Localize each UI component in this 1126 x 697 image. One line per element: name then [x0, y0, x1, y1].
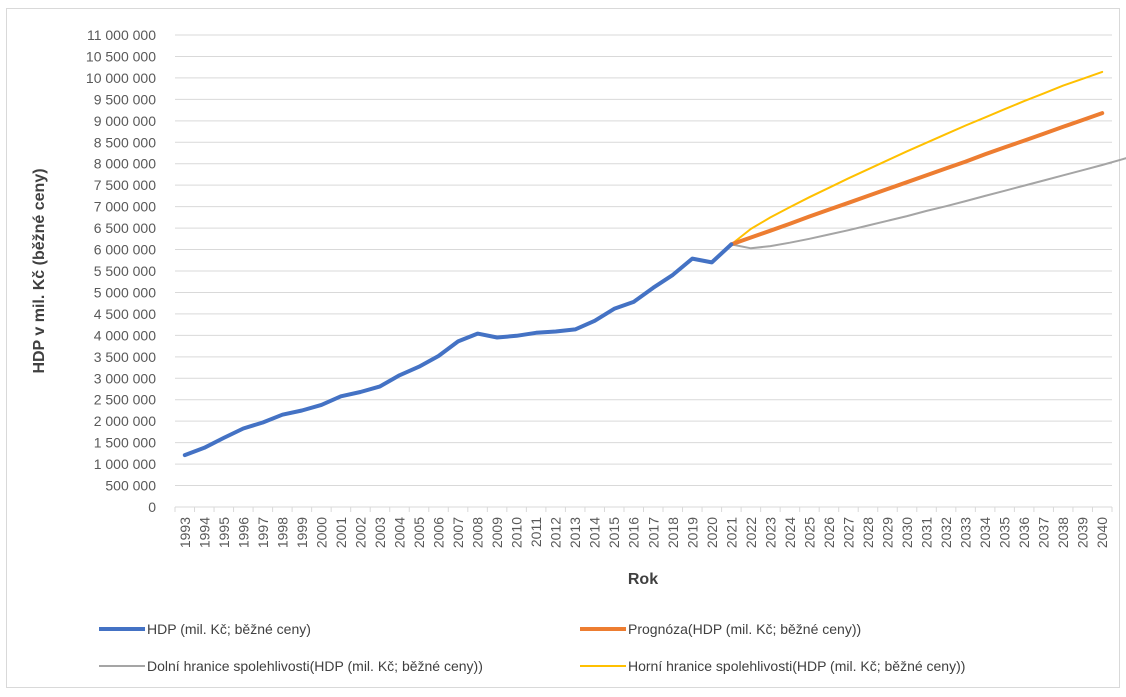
x-tick-label: 2010: [509, 517, 525, 548]
x-tick-label: 2024: [782, 517, 798, 548]
x-tick-label: 1993: [177, 517, 193, 548]
x-tick-label: 1995: [216, 517, 232, 548]
x-tick-label: 2017: [645, 517, 661, 548]
y-tick-label: 3 000 000: [94, 370, 156, 386]
x-tick-label: 2038: [1055, 517, 1071, 548]
x-tick-label: 2013: [567, 517, 583, 548]
x-tick-label: 2001: [333, 517, 349, 548]
series-line-0: [182, 242, 734, 458]
y-tick-label: 3 500 000: [94, 349, 156, 365]
y-tick-label: 500 000: [105, 478, 156, 494]
x-tick-label: 2036: [1016, 517, 1032, 548]
x-tick-label: 2035: [997, 517, 1013, 548]
x-tick-label: 2020: [704, 517, 720, 548]
x-tick-label: 2027: [840, 517, 856, 548]
y-tick-label: 6 000 000: [94, 242, 156, 258]
y-tick-label: 10 500 000: [86, 48, 156, 64]
y-tick-label: 9 500 000: [94, 91, 156, 107]
x-tick-label: 2025: [801, 517, 817, 548]
y-tick-label: 8 000 000: [94, 156, 156, 172]
x-tick-label: 2039: [1075, 517, 1091, 548]
x-tick-label: 2019: [684, 517, 700, 548]
x-tick-label: 1994: [196, 517, 212, 548]
x-tick-label: 2003: [372, 517, 388, 548]
x-tick-label: 2032: [938, 517, 954, 548]
y-tick-label: 11 000 000: [87, 27, 156, 43]
series-line-2: [730, 157, 1126, 250]
x-tick-label: 2030: [899, 517, 915, 548]
y-tick-label: 7 500 000: [94, 177, 156, 193]
y-tick-label: 4 500 000: [94, 306, 156, 322]
x-tick-label: 2000: [313, 517, 329, 548]
x-tick-label: 2006: [431, 517, 447, 548]
y-tick-label: 4 000 000: [94, 327, 156, 343]
x-tick-label: 2004: [391, 517, 407, 548]
x-tick-label: 2037: [1036, 517, 1052, 548]
y-tick-label: 5 000 000: [94, 284, 156, 300]
y-tick-label: 2 500 000: [94, 392, 156, 408]
x-tick-label: 2021: [723, 517, 739, 548]
x-tick-label: 2031: [919, 517, 935, 548]
y-tick-label: 1 000 000: [94, 456, 156, 472]
y-tick-label: 8 500 000: [94, 134, 156, 150]
x-tick-label: 1996: [235, 517, 251, 548]
y-tick-label: 7 000 000: [94, 199, 156, 215]
x-tick-label: 2028: [860, 517, 876, 548]
series-line-3: [730, 70, 1104, 246]
x-tick-label: 2005: [411, 517, 427, 548]
x-tick-label: 2014: [587, 517, 603, 548]
y-tick-label: 0: [148, 499, 156, 515]
legend-label: Prognóza(HDP (mil. Kč; běžné ceny)): [628, 621, 861, 637]
y-axis-title: HDP v mil. Kč (běžné ceny): [31, 168, 48, 373]
x-tick-label: 2034: [977, 517, 993, 548]
legend-label: Dolní hranice spolehlivosti(HDP (mil. Kč…: [147, 658, 483, 674]
x-tick-label: 1998: [274, 517, 290, 548]
y-tick-label: 2 000 000: [94, 413, 156, 429]
x-tick-label: 2026: [821, 517, 837, 548]
x-tick-label: 1999: [294, 517, 310, 548]
y-tick-label: 10 000 000: [86, 70, 156, 86]
x-tick-label: 2002: [352, 517, 368, 548]
x-axis-title: Rok: [628, 571, 658, 588]
x-tick-label: 2008: [470, 517, 486, 548]
y-tick-label: 9 000 000: [94, 113, 156, 129]
legend-label: Horní hranice spolehlivosti(HDP (mil. Kč…: [628, 658, 965, 674]
x-tick-label: 2012: [548, 517, 564, 548]
x-tick-label: 2011: [528, 517, 544, 547]
x-tick-label: 2023: [762, 517, 778, 548]
x-tick-label: 2029: [880, 517, 896, 548]
y-tick-label: 1 500 000: [94, 435, 156, 451]
x-tick-label: 2015: [606, 517, 622, 548]
x-tick-label: 2022: [743, 517, 759, 548]
x-tick-label: 2016: [626, 517, 642, 548]
y-tick-label: 6 500 000: [94, 220, 156, 236]
x-tick-label: 2040: [1094, 517, 1110, 548]
y-tick-label: 5 500 000: [94, 263, 156, 279]
x-tick-label: 2033: [958, 517, 974, 548]
x-tick-label: 2007: [450, 517, 466, 548]
x-tick-label: 1997: [255, 517, 271, 548]
series-line-1: [729, 111, 1105, 247]
chart-frame: [6, 8, 1120, 688]
legend-label: HDP (mil. Kč; běžné ceny): [147, 621, 311, 637]
x-tick-label: 2009: [489, 517, 505, 548]
x-tick-label: 2018: [665, 517, 681, 548]
